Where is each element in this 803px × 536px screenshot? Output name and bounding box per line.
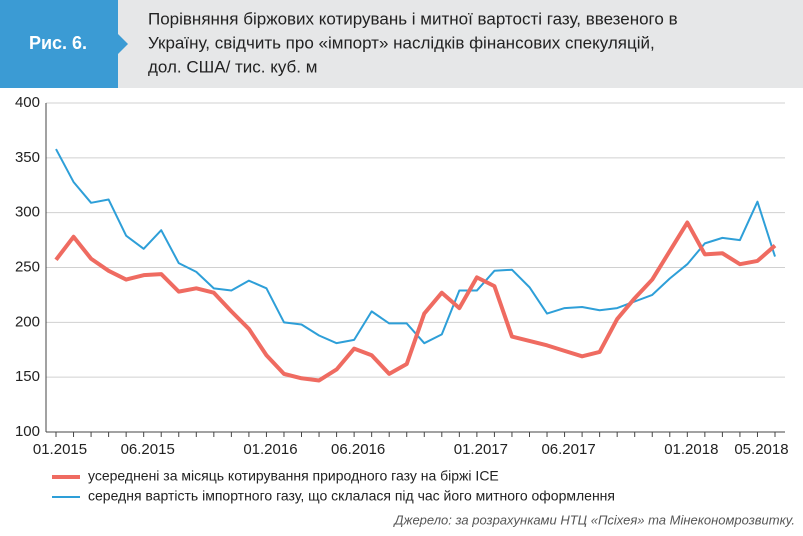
y-tick-label: 100	[15, 423, 40, 440]
x-tick-label: 06.2015	[121, 441, 175, 458]
x-tick-label: 06.2017	[541, 441, 595, 458]
series-line	[54, 220, 777, 383]
legend-label: середня вартість імпортного газу, що скл…	[88, 488, 615, 504]
x-tick-label: 05.2018	[734, 441, 788, 458]
y-tick-label: 350	[15, 149, 40, 166]
y-tick-label: 300	[15, 204, 40, 221]
badge	[0, 0, 118, 88]
x-tick-label: 06.2016	[331, 441, 385, 458]
x-tick-label: 01.2017	[454, 441, 508, 458]
y-tick-label: 250	[15, 258, 40, 275]
y-tick-label: 400	[15, 94, 40, 111]
header-band	[0, 0, 803, 88]
x-tick-label: 01.2016	[243, 441, 297, 458]
source: Джерело: за розрахунками НТЦ «Псіхея» та…	[392, 512, 795, 527]
legend-label: усереднені за місяць котирування природн…	[88, 468, 499, 484]
title-line: Порівняння біржових котирувань і митної …	[148, 9, 678, 28]
x-tick-label: 01.2018	[664, 441, 718, 458]
badge-text: Рис. 6.	[29, 33, 87, 53]
x-tick-label: 01.2015	[33, 441, 87, 458]
title-line: Україну, свідчить про «імпорт» наслідків…	[148, 33, 655, 52]
y-tick-label: 150	[15, 368, 40, 385]
y-tick-label: 200	[15, 313, 40, 330]
badge-arrow	[118, 34, 128, 54]
title-line: дол. США/ тис. куб. м	[148, 57, 317, 76]
series-line	[55, 148, 776, 345]
